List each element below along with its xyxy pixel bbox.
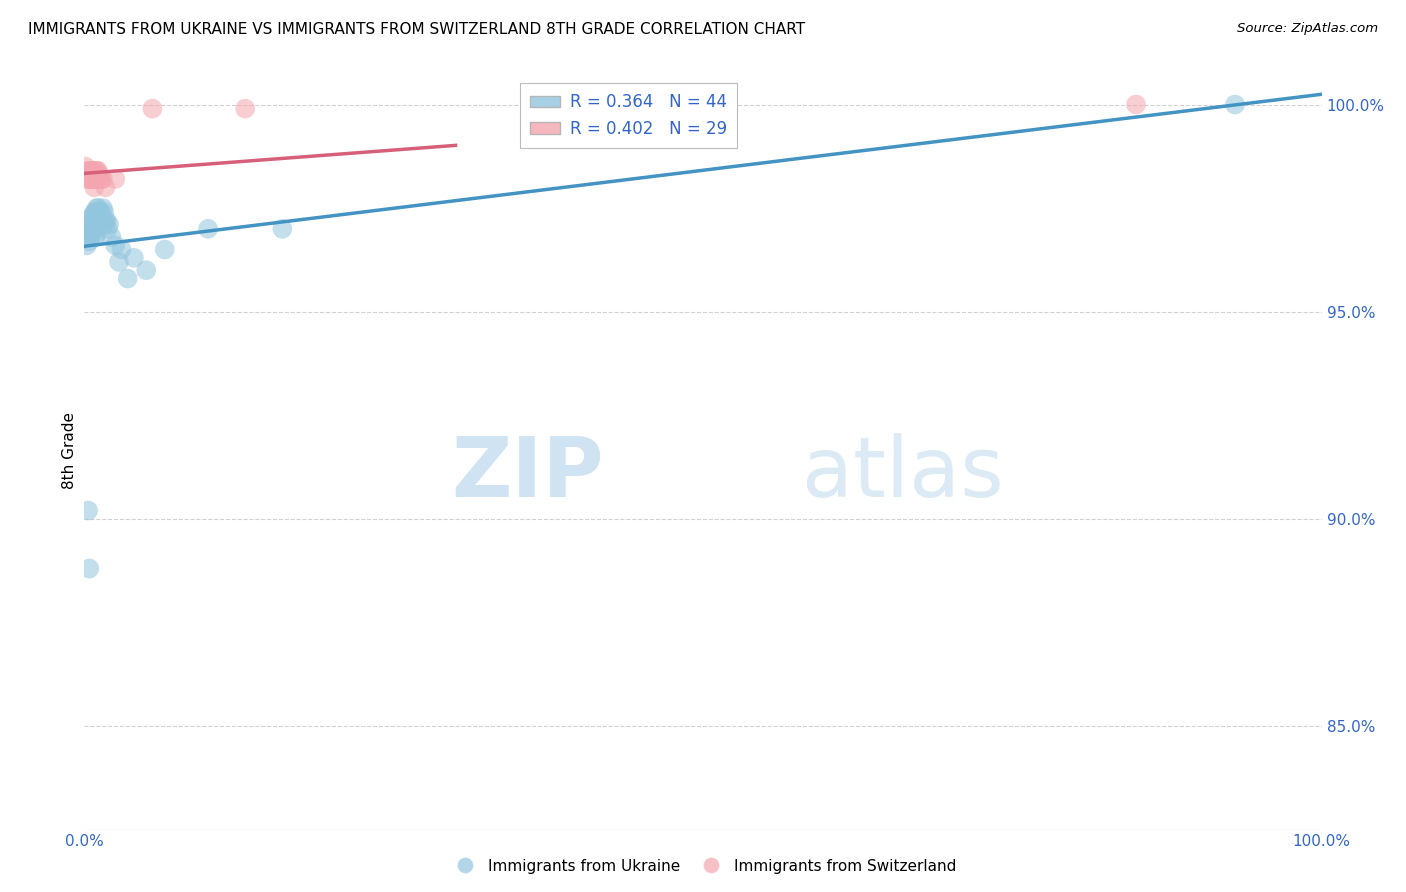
Point: [76, 168, 98, 182]
Point: [98, 218, 121, 232]
Point: [84, 163, 107, 178]
Point: [83, 172, 105, 186]
Point: [79, 163, 101, 178]
Point: [90, 172, 112, 186]
Point: [83, 168, 105, 182]
Point: [93, 205, 115, 219]
Point: [89, 205, 111, 219]
Point: [96, 213, 118, 227]
Point: [77, 172, 100, 186]
Point: [89, 218, 111, 232]
Legend: Immigrants from Ukraine, Immigrants from Switzerland: Immigrants from Ukraine, Immigrants from…: [444, 853, 962, 880]
Text: Source: ZipAtlas.com: Source: ZipAtlas.com: [1237, 22, 1378, 36]
Point: [108, 255, 131, 269]
Point: [233, 102, 256, 116]
Point: [100, 230, 122, 244]
Legend: R = 0.364   N = 44, R = 0.402   N = 29: R = 0.364 N = 44, R = 0.402 N = 29: [520, 84, 737, 148]
Point: [86, 201, 108, 215]
Y-axis label: 8th Grade: 8th Grade: [62, 412, 77, 489]
Point: [104, 238, 127, 252]
Point: [84, 218, 107, 232]
Point: [94, 213, 117, 227]
Point: [79, 172, 101, 186]
Point: [79, 163, 101, 178]
Point: [76, 238, 98, 252]
Point: [80, 163, 103, 178]
Point: [1223, 97, 1246, 112]
Point: [87, 163, 110, 178]
Point: [94, 180, 117, 194]
Point: [87, 172, 110, 186]
Text: IMMIGRANTS FROM UKRAINE VS IMMIGRANTS FROM SWITZERLAND 8TH GRADE CORRELATION CHA: IMMIGRANTS FROM UKRAINE VS IMMIGRANTS FR…: [28, 22, 806, 37]
Point: [153, 243, 176, 257]
Point: [80, 226, 103, 240]
Point: [86, 213, 108, 227]
Point: [91, 201, 114, 215]
Point: [75, 226, 97, 240]
Point: [86, 226, 108, 240]
Point: [87, 213, 110, 227]
Point: [79, 234, 101, 248]
Point: [90, 213, 112, 227]
Point: [80, 210, 103, 224]
Point: [83, 180, 105, 194]
Point: [197, 222, 219, 236]
Point: [93, 218, 115, 232]
Point: [86, 163, 108, 178]
Point: [86, 172, 108, 186]
Point: [82, 172, 104, 186]
Point: [77, 222, 100, 236]
Point: [77, 163, 100, 178]
Point: [91, 172, 114, 186]
Point: [84, 205, 107, 219]
Point: [1125, 97, 1147, 112]
Point: [135, 263, 157, 277]
Point: [80, 172, 103, 186]
Point: [84, 230, 107, 244]
Point: [97, 222, 120, 236]
Point: [77, 503, 100, 517]
Point: [141, 102, 163, 116]
Point: [82, 163, 104, 178]
Point: [82, 222, 104, 236]
Point: [110, 243, 132, 257]
Point: [89, 205, 111, 219]
Point: [79, 213, 101, 227]
Point: [75, 160, 97, 174]
Point: [79, 172, 101, 186]
Point: [104, 172, 127, 186]
Text: atlas: atlas: [801, 433, 1004, 514]
Point: [87, 201, 110, 215]
Point: [91, 213, 114, 227]
Point: [83, 205, 105, 219]
Point: [89, 168, 111, 182]
Point: [117, 271, 139, 285]
Point: [79, 561, 101, 575]
Point: [82, 210, 104, 224]
Point: [122, 251, 145, 265]
Text: ZIP: ZIP: [451, 433, 605, 514]
Point: [84, 172, 107, 186]
Point: [89, 172, 111, 186]
Point: [79, 230, 101, 244]
Point: [271, 222, 294, 236]
Point: [83, 222, 105, 236]
Point: [79, 218, 101, 232]
